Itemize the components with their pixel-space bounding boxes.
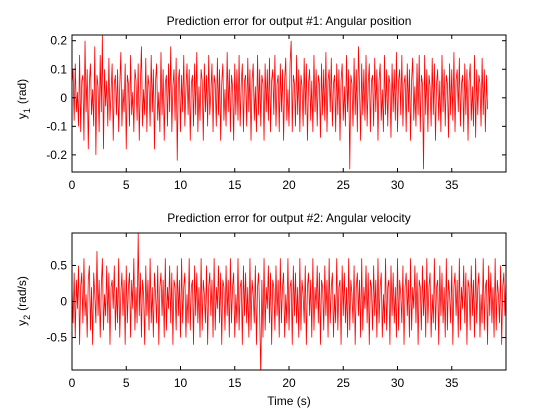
x-tick-label: 35	[445, 178, 459, 192]
plot-title: Prediction error for output #1: Angular …	[167, 14, 412, 28]
y-tick-label: 0.5	[50, 258, 67, 272]
x-tick-label: 20	[282, 376, 296, 390]
x-tick-label: 30	[391, 376, 405, 390]
y-axis-label-subscript: 1	[22, 108, 32, 113]
x-tick-label: 25	[337, 376, 351, 390]
y-tick-label: 0.1	[50, 62, 67, 76]
x-tick-label: 0	[69, 178, 76, 192]
y-axis-label-subscript: 2	[22, 315, 32, 320]
y-axis-label-unit: (rad)	[15, 79, 29, 104]
plot-title: Prediction error for output #2: Angular …	[167, 211, 410, 225]
x-tick-label: 10	[174, 178, 188, 192]
y-axis-label: y1 (rad)	[15, 79, 32, 119]
x-tick-label: 15	[228, 178, 242, 192]
y-tick-label: 0	[60, 295, 67, 309]
y-tick-label: 0	[60, 91, 67, 105]
x-axis-label: Time (s)	[267, 394, 311, 408]
x-tick-label: 30	[391, 178, 405, 192]
y-axis-label-symbol: y	[15, 113, 29, 119]
x-tick-label: 25	[337, 178, 351, 192]
x-tick-label: 0	[69, 376, 76, 390]
y-axis-label: y2 (rad/s)	[15, 276, 32, 326]
y-tick-label: -0.5	[46, 331, 67, 345]
y-tick-label: 0.2	[50, 34, 67, 48]
x-tick-label: 20	[282, 178, 296, 192]
series-line-1	[72, 233, 506, 370]
subplot-angular-position: Prediction error for output #1: Angular …	[15, 14, 507, 192]
x-tick-label: 35	[445, 376, 459, 390]
y-axis-label-symbol: y	[15, 320, 29, 326]
x-tick-label: 5	[123, 376, 130, 390]
y-tick-label: -0.1	[46, 119, 67, 133]
subplot-angular-velocity: Prediction error for output #2: Angular …	[15, 211, 507, 408]
y-axis-label-unit: (rad/s)	[15, 276, 29, 311]
x-tick-label: 10	[174, 376, 188, 390]
x-tick-label: 15	[228, 376, 242, 390]
series-line-1	[72, 35, 488, 170]
x-tick-label: 5	[123, 178, 130, 192]
y-tick-label: -0.2	[46, 148, 67, 162]
